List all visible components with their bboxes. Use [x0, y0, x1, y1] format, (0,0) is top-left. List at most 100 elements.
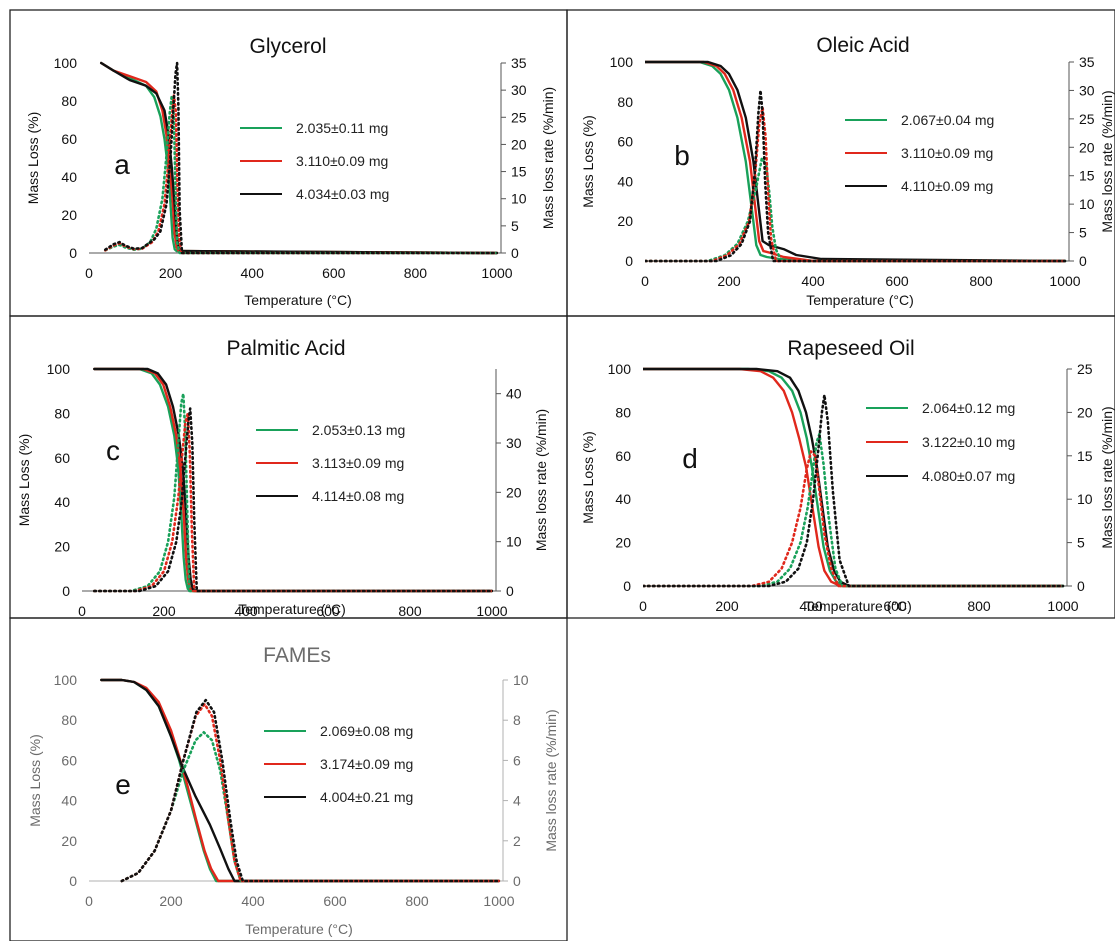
y-tick-label: 40: [615, 491, 631, 507]
legend-label: 4.034±0.03 mg: [296, 186, 389, 202]
x-axis-label: Temperature (°C): [804, 598, 912, 614]
y-axis-label: Mass Loss (%): [580, 431, 596, 524]
y-tick-label: 40: [54, 494, 70, 510]
secondary-y-axis-label: Mass loss rate (%/min): [540, 87, 556, 229]
secondary-y-tick-label: 10: [506, 534, 522, 550]
y-tick-label: 0: [625, 253, 633, 269]
rate-series-black: [93, 407, 494, 593]
secondary-y-tick-label: 0: [1079, 253, 1087, 269]
y-tick-label: 0: [623, 578, 631, 594]
y-axis-label: Mass Loss (%): [25, 112, 41, 205]
y-tick-label: 40: [617, 173, 633, 189]
panel-letter: b: [674, 140, 690, 171]
secondary-y-tick-label: 30: [506, 435, 522, 451]
chart-title: FAMEs: [263, 644, 331, 667]
x-tick-label: 400: [241, 265, 265, 281]
y-axis-label: Mass Loss (%): [16, 434, 32, 527]
y-tick-label: 100: [47, 361, 71, 377]
legend-label: 3.174±0.09 mg: [320, 756, 413, 772]
mass-series-green: [645, 60, 1067, 263]
panel-frame: [9, 315, 568, 619]
x-tick-label: 1000: [476, 603, 507, 619]
secondary-y-tick-label: 20: [511, 136, 527, 152]
y-tick-label: 60: [61, 752, 77, 768]
secondary-y-tick-label: 25: [1079, 111, 1095, 127]
legend-label: 2.069±0.08 mg: [320, 723, 413, 739]
x-tick-label: 200: [715, 598, 739, 614]
secondary-y-axis-label: Mass loss rate (%/min): [543, 709, 559, 851]
x-tick-label: 0: [641, 273, 649, 289]
x-tick-label: 600: [322, 265, 346, 281]
chart-title: Rapeseed Oil: [787, 337, 914, 360]
x-tick-label: 0: [85, 265, 93, 281]
y-tick-label: 20: [617, 213, 633, 229]
mass-series-black: [645, 60, 1067, 263]
x-tick-label: 600: [323, 893, 347, 909]
plot-area: [93, 367, 494, 593]
x-tick-label: 200: [159, 893, 183, 909]
x-tick-label: 1000: [483, 893, 514, 909]
x-tick-label: 1000: [1049, 273, 1080, 289]
y-tick-label: 80: [617, 94, 633, 110]
x-tick-label: 800: [405, 893, 429, 909]
panel-letter: d: [682, 443, 698, 474]
panel-frame: [566, 315, 1115, 619]
legend-label: 2.064±0.12 mg: [922, 400, 1015, 416]
x-tick-label: 200: [152, 603, 176, 619]
secondary-y-tick-label: 10: [1077, 491, 1093, 507]
x-axis-label: Temperature (°C): [244, 292, 352, 308]
y-tick-label: 20: [61, 207, 77, 223]
legend-label: 3.110±0.09 mg: [901, 145, 993, 161]
mass-series-red: [643, 367, 1065, 588]
rate-series-red: [93, 412, 494, 593]
secondary-y-tick-label: 0: [506, 583, 514, 599]
secondary-y-tick-label: 2: [513, 833, 521, 849]
secondary-y-tick-label: 0: [513, 873, 521, 889]
secondary-y-tick-label: 30: [1079, 82, 1095, 98]
secondary-y-tick-label: 15: [1077, 448, 1093, 464]
secondary-y-tick-label: 10: [513, 672, 529, 688]
y-tick-label: 60: [61, 131, 77, 147]
x-tick-label: 0: [639, 598, 647, 614]
secondary-y-tick-label: 15: [511, 164, 527, 180]
plot-area: [100, 61, 499, 255]
chart-title: Oleic Acid: [816, 34, 909, 57]
x-tick-label: 1000: [1047, 598, 1078, 614]
rate-series-black: [643, 393, 1065, 588]
x-tick-label: 600: [883, 598, 907, 614]
legend-label: 3.110±0.09 mg: [296, 153, 388, 169]
secondary-y-tick-label: 20: [506, 484, 522, 500]
y-tick-label: 100: [608, 361, 632, 377]
y-tick-label: 20: [54, 539, 70, 555]
secondary-y-tick-label: 0: [1077, 578, 1085, 594]
panel-letter: c: [106, 435, 120, 466]
x-tick-label: 0: [78, 603, 86, 619]
legend-label: 4.114±0.08 mg: [312, 488, 404, 504]
x-tick-label: 400: [241, 893, 265, 909]
x-tick-label: 800: [404, 265, 428, 281]
y-tick-label: 80: [61, 93, 77, 109]
rate-series-red: [120, 702, 501, 883]
plot-area: [643, 367, 1065, 588]
legend-label: 4.080±0.07 mg: [922, 468, 1015, 484]
secondary-y-tick-label: 5: [511, 218, 519, 234]
panel-letter: e: [115, 769, 131, 800]
y-tick-label: 100: [610, 54, 634, 70]
x-tick-label: 400: [234, 603, 258, 619]
secondary-y-tick-label: 35: [511, 55, 527, 71]
x-tick-label: 800: [969, 273, 993, 289]
y-axis-label: Mass Loss (%): [27, 734, 43, 827]
secondary-y-tick-label: 8: [513, 712, 521, 728]
secondary-y-axis-label: Mass loss rate (%/min): [1099, 406, 1115, 548]
x-tick-label: 200: [159, 265, 183, 281]
y-tick-label: 40: [61, 169, 77, 185]
x-tick-label: 0: [85, 893, 93, 909]
y-tick-label: 60: [617, 134, 633, 150]
panel-letter: a: [114, 149, 130, 180]
y-tick-label: 80: [54, 405, 70, 421]
x-axis-label: Temperature (°C): [806, 292, 914, 308]
mass-series-red: [93, 367, 494, 593]
